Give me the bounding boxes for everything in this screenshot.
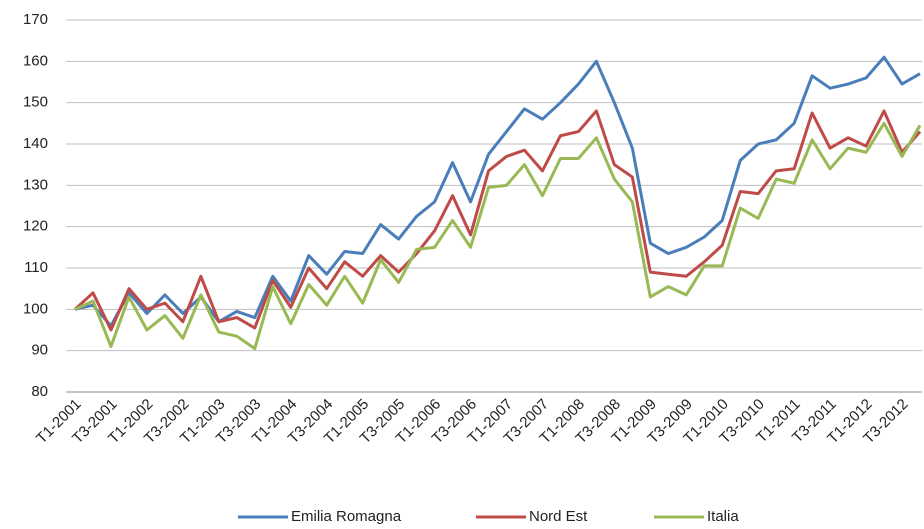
y-tick-label: 100 [23, 300, 48, 317]
line-series [74, 55, 921, 328]
line-series [74, 121, 922, 351]
y-tick-label: 140 [23, 135, 48, 152]
legend-label: Emilia Romagna [291, 508, 402, 525]
legend-label: Italia [707, 508, 739, 525]
y-tick-label: 160 [23, 52, 48, 69]
y-tick-label: 120 [23, 218, 48, 235]
legend-label: Nord Est [529, 508, 588, 525]
line-series [73, 109, 922, 332]
y-tick-label: 170 [23, 11, 48, 28]
y-tick-label: 130 [23, 176, 48, 193]
y-tick-label: 110 [24, 259, 48, 276]
y-tick-label: 90 [31, 342, 48, 359]
y-tick-label: 80 [31, 383, 48, 400]
y-tick-label: 150 [23, 94, 48, 111]
